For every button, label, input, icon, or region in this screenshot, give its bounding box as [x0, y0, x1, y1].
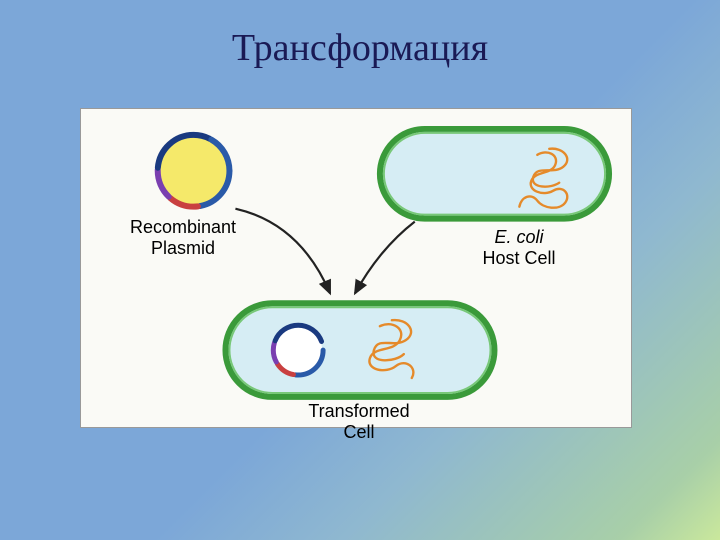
diagram-container: Recombinant Plasmid E. coli Host Cell Tr… [80, 108, 632, 428]
plasmid-label: Recombinant Plasmid [93, 217, 273, 258]
transformed-label: Transformed Cell [269, 401, 449, 442]
arrow-host-to-cell [355, 222, 415, 294]
recombinant-plasmid-icon [158, 135, 230, 207]
hostcell-label: E. coli Host Cell [429, 227, 609, 268]
slide-title: Трансформация [0, 26, 720, 70]
transformed-cell-icon [225, 303, 494, 397]
diagram-svg [81, 109, 631, 428]
host-cell-icon [380, 129, 609, 219]
